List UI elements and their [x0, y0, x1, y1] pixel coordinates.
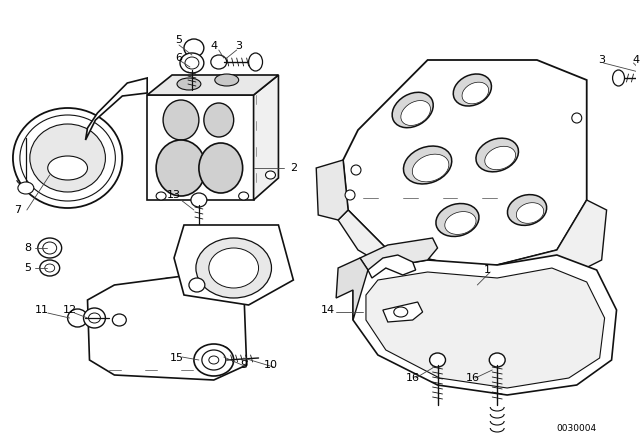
Ellipse shape — [136, 287, 212, 353]
Text: 4: 4 — [633, 55, 640, 65]
Ellipse shape — [68, 309, 88, 327]
Ellipse shape — [194, 344, 234, 376]
Ellipse shape — [166, 313, 182, 327]
Text: 10: 10 — [264, 360, 278, 370]
Ellipse shape — [572, 113, 582, 123]
Text: 5: 5 — [175, 35, 182, 45]
Ellipse shape — [209, 356, 219, 364]
Ellipse shape — [43, 242, 57, 254]
Ellipse shape — [185, 57, 199, 69]
Ellipse shape — [20, 115, 115, 201]
Ellipse shape — [45, 264, 54, 272]
Polygon shape — [147, 75, 278, 95]
Ellipse shape — [351, 165, 361, 175]
Ellipse shape — [88, 313, 100, 323]
Polygon shape — [383, 302, 422, 322]
Ellipse shape — [38, 238, 61, 258]
Ellipse shape — [412, 154, 449, 182]
Ellipse shape — [403, 146, 452, 184]
Polygon shape — [253, 75, 278, 200]
Text: 16: 16 — [406, 373, 420, 383]
Polygon shape — [343, 60, 587, 270]
Ellipse shape — [13, 108, 122, 208]
Text: 6: 6 — [175, 53, 182, 63]
Polygon shape — [368, 255, 415, 278]
Ellipse shape — [394, 307, 408, 317]
Polygon shape — [336, 258, 368, 320]
Ellipse shape — [18, 182, 34, 194]
Ellipse shape — [209, 248, 259, 288]
Ellipse shape — [48, 156, 88, 180]
Text: 14: 14 — [321, 305, 335, 315]
Ellipse shape — [248, 53, 262, 71]
Ellipse shape — [401, 100, 431, 125]
Ellipse shape — [215, 74, 239, 86]
Ellipse shape — [516, 202, 544, 223]
Ellipse shape — [189, 278, 205, 292]
Ellipse shape — [392, 92, 433, 128]
Text: 0030004: 0030004 — [557, 423, 597, 432]
Ellipse shape — [177, 78, 201, 90]
Ellipse shape — [345, 190, 355, 200]
Text: 13: 13 — [167, 190, 181, 200]
Ellipse shape — [445, 211, 476, 234]
Ellipse shape — [199, 143, 243, 193]
Polygon shape — [366, 268, 605, 388]
Ellipse shape — [266, 171, 275, 179]
Ellipse shape — [196, 238, 271, 298]
Polygon shape — [86, 78, 147, 140]
Ellipse shape — [184, 39, 204, 57]
Ellipse shape — [152, 301, 196, 339]
Ellipse shape — [84, 308, 106, 328]
Ellipse shape — [180, 53, 204, 73]
Text: 4: 4 — [211, 41, 218, 51]
Ellipse shape — [202, 350, 226, 370]
Ellipse shape — [508, 194, 547, 225]
Ellipse shape — [156, 140, 206, 196]
Polygon shape — [338, 200, 607, 290]
Text: 8: 8 — [24, 243, 31, 253]
Polygon shape — [174, 225, 293, 305]
Ellipse shape — [476, 138, 518, 172]
Text: 12: 12 — [63, 305, 77, 315]
Ellipse shape — [453, 74, 492, 106]
Text: 3: 3 — [235, 41, 242, 51]
Text: 15: 15 — [170, 353, 184, 363]
Text: 16: 16 — [465, 373, 479, 383]
Ellipse shape — [126, 278, 221, 362]
Ellipse shape — [204, 103, 234, 137]
Ellipse shape — [436, 203, 479, 237]
Ellipse shape — [211, 346, 230, 364]
Polygon shape — [353, 255, 616, 395]
Text: 2: 2 — [290, 163, 297, 173]
Ellipse shape — [191, 193, 207, 207]
Polygon shape — [88, 272, 246, 380]
Ellipse shape — [612, 70, 625, 86]
Ellipse shape — [163, 100, 199, 140]
Text: 5: 5 — [24, 263, 31, 273]
Ellipse shape — [211, 55, 227, 69]
Ellipse shape — [113, 314, 126, 326]
Ellipse shape — [489, 353, 505, 367]
Ellipse shape — [429, 353, 445, 367]
Ellipse shape — [156, 192, 166, 200]
Ellipse shape — [484, 146, 516, 170]
Ellipse shape — [239, 192, 248, 200]
Ellipse shape — [40, 260, 60, 276]
Polygon shape — [360, 238, 438, 270]
Polygon shape — [316, 160, 348, 220]
Polygon shape — [147, 95, 253, 200]
Ellipse shape — [30, 124, 106, 192]
Text: 7: 7 — [14, 205, 22, 215]
Text: 11: 11 — [35, 305, 49, 315]
Ellipse shape — [216, 350, 226, 360]
Text: 9: 9 — [240, 360, 247, 370]
Text: 3: 3 — [598, 55, 605, 65]
Ellipse shape — [462, 82, 488, 104]
Text: 1: 1 — [484, 265, 491, 275]
